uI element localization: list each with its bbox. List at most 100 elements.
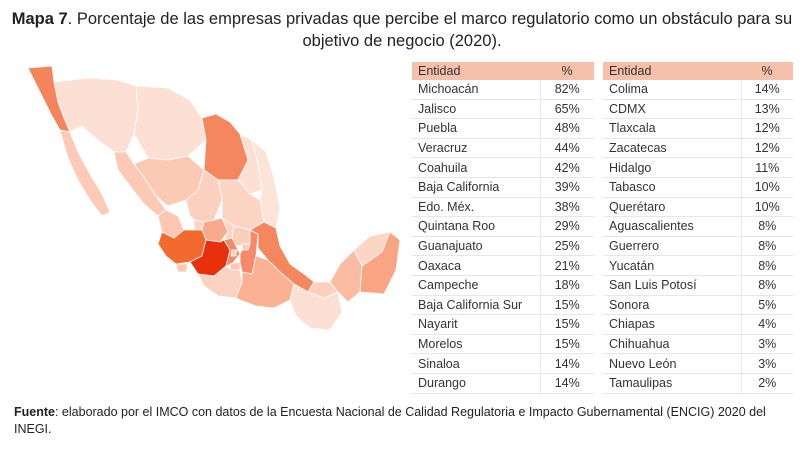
percent-cell: 82%	[539, 80, 594, 100]
entity-cell: Jalisco	[412, 99, 540, 120]
table-row: Sinaloa 14%	[412, 353, 594, 374]
percent-cell: 14%	[539, 353, 594, 374]
state-puebla	[239, 229, 259, 275]
percent-cell: 10%	[740, 177, 793, 198]
percent-cell: 29%	[539, 216, 594, 237]
entity-cell: Puebla	[412, 118, 540, 139]
percent-cell: 12%	[740, 138, 793, 159]
entity-cell: Nuevo León	[603, 353, 741, 374]
percent-cell: 15%	[539, 295, 594, 316]
table-row: Tabasco 10%	[603, 177, 793, 198]
entity-cell: Campeche	[412, 275, 540, 296]
entity-cell: Coahuila	[412, 157, 540, 178]
table-row: Baja California Sur 15%	[412, 295, 594, 316]
source-text: : elaborado por el IMCO con datos de la …	[14, 405, 766, 436]
state-cdmx	[230, 249, 238, 257]
entity-cell: Veracruz	[412, 138, 540, 159]
percent-cell: 42%	[539, 157, 594, 178]
source-note: Fuente: elaborado por el IMCO con datos …	[14, 404, 794, 438]
table-row: Tlaxcala 12%	[603, 118, 793, 139]
percent-cell: 48%	[539, 118, 594, 139]
table-row: Durango 14%	[412, 373, 594, 394]
state-chiapas	[289, 283, 343, 331]
percent-cell: 10%	[740, 197, 793, 218]
header-percent: %	[741, 62, 793, 80]
entity-cell: Querétaro	[603, 197, 741, 218]
table-row: Guerrero 8%	[603, 236, 793, 257]
percent-cell: 25%	[539, 236, 594, 257]
table-row: Quintana Roo 29%	[412, 216, 594, 237]
percent-cell: 3%	[740, 334, 793, 355]
table-row: Oaxaca 21%	[412, 255, 594, 276]
header-percent: %	[540, 62, 594, 80]
percent-cell: 8%	[740, 255, 793, 276]
state-chihuahua	[133, 85, 207, 161]
state-quintana-roo	[359, 231, 401, 295]
table-row: CDMX 13%	[603, 99, 793, 120]
table-row: Tamaulipas 2%	[603, 373, 793, 394]
table-row: Coahuila 42%	[412, 157, 594, 178]
table-row: Puebla 48%	[412, 118, 594, 139]
table-row: Jalisco 65%	[412, 99, 594, 120]
entity-cell: Sonora	[603, 295, 741, 316]
table-row: Michoacán 82%	[412, 80, 594, 100]
percent-cell: 4%	[740, 314, 793, 335]
percent-cell: 65%	[539, 99, 594, 120]
entity-cell: Sinaloa	[412, 353, 540, 374]
table-row: Yucatán 8%	[603, 255, 793, 276]
table-row: Veracruz 44%	[412, 138, 594, 159]
entity-cell: Yucatán	[603, 255, 741, 276]
header-entity: Entidad	[603, 62, 741, 80]
percent-cell: 5%	[740, 295, 793, 316]
state-coahuila	[201, 113, 249, 181]
percent-cell: 18%	[539, 275, 594, 296]
header-entity: Entidad	[412, 62, 540, 80]
table-row: Sonora 5%	[603, 295, 793, 316]
entity-cell: Chiapas	[603, 314, 741, 335]
source-label: Fuente	[14, 405, 55, 419]
state-colima	[175, 263, 189, 273]
table-row: Morelos 15%	[412, 334, 594, 355]
table-row: Chiapas 4%	[603, 314, 793, 335]
percent-cell: 12%	[740, 118, 793, 139]
table-row: Hidalgo 11%	[603, 157, 793, 178]
percent-cell: 15%	[539, 314, 594, 335]
entity-cell: Tamaulipas	[603, 373, 741, 394]
table-row: Nuevo León 3%	[603, 353, 793, 374]
percent-cell: 39%	[539, 177, 594, 198]
entity-cell: Zacatecas	[603, 138, 741, 159]
mexico-choropleth-map	[27, 65, 401, 331]
percent-cell: 2%	[740, 373, 793, 394]
table-row: San Luis Potosí 8%	[603, 275, 793, 296]
percent-cell: 44%	[539, 138, 594, 159]
state-guerrero	[197, 265, 243, 299]
chart-title: Mapa 7. Porcentaje de las empresas priva…	[10, 8, 794, 52]
table-row: Edo. Méx. 38%	[412, 197, 594, 218]
entity-cell: Tlaxcala	[603, 118, 741, 139]
entity-cell: Baja California	[412, 177, 540, 198]
entity-cell: Guerrero	[603, 236, 741, 257]
entity-cell: Michoacán	[412, 80, 540, 100]
percent-cell: 8%	[740, 236, 793, 257]
entity-cell: Guanajuato	[412, 236, 540, 257]
table-row: Campeche 18%	[412, 275, 594, 296]
entity-cell: Hidalgo	[603, 157, 741, 178]
entity-cell: Tabasco	[603, 177, 741, 198]
entity-cell: Durango	[412, 373, 540, 394]
entity-cell: Quintana Roo	[412, 216, 540, 237]
table-row: Aguascalientes 8%	[603, 216, 793, 237]
percent-cell: 13%	[740, 99, 793, 120]
table-left: Entidad % Michoacán 82% Jalisco 65% Puebla 48…	[412, 62, 594, 394]
title-text: . Porcentaje de las empresas privadas qu…	[67, 10, 793, 50]
state-baja-california-sur	[59, 129, 111, 217]
table-header-row: Entidad %	[603, 62, 793, 80]
table-row: Colima 14%	[603, 80, 793, 100]
entity-cell: CDMX	[603, 99, 741, 120]
table-row: Nayarit 15%	[412, 314, 594, 335]
state-guanajuato	[201, 217, 229, 243]
percent-cell: 21%	[539, 255, 594, 276]
entity-cell: Chihuahua	[603, 334, 741, 355]
percent-cell: 15%	[539, 334, 594, 355]
percent-cell: 3%	[740, 353, 793, 374]
percent-cell: 11%	[740, 157, 793, 178]
